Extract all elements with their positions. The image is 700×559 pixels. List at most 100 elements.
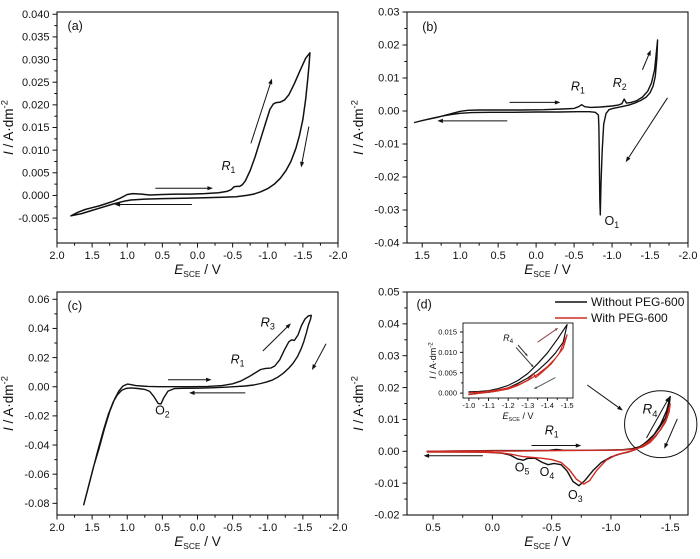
svg-text:(c): (c) [68,299,83,313]
svg-text:0.01: 0.01 [378,414,399,426]
svg-text:ESCE / V: ESCE / V [524,262,570,279]
svg-text:0.02: 0.02 [28,352,49,364]
svg-text:-1.0: -1.0 [258,522,277,534]
panel-c-chart: 2.0 1.5 1.0 0.5 0.0 -0.5 -1.0 -1.5 -2.0 -0.08 -0.0… [0,291,348,551]
svg-text:-0.5: -0.5 [223,522,242,534]
svg-text:-1.0: -1.0 [603,250,622,262]
svg-text:0.000: 0.000 [22,190,50,202]
svg-text:-1.5: -1.5 [293,250,312,262]
svg-text:1.0: 1.0 [120,522,135,534]
svg-text:R1: R1 [545,424,559,440]
svg-text:-1.5: -1.5 [561,401,574,410]
svg-text:0.030: 0.030 [22,54,50,66]
svg-text:I / A·dm-2: I / A·dm-2 [350,376,366,431]
svg-text:0.04: 0.04 [28,323,49,335]
svg-text:1.5: 1.5 [84,522,99,534]
svg-text:I / A·dm-2: I / A·dm-2 [350,100,366,155]
svg-text:With PEG-600: With PEG-600 [591,311,668,325]
svg-text:-2.0: -2.0 [329,522,348,534]
svg-text:2.0: 2.0 [49,250,64,262]
svg-text:-0.5: -0.5 [223,250,242,262]
svg-text:0.03: 0.03 [378,7,399,19]
svg-text:-1.5: -1.5 [661,522,680,534]
svg-text:0.06: 0.06 [28,294,49,306]
svg-text:0.00: 0.00 [378,106,399,118]
svg-text:0.035: 0.035 [22,32,50,44]
svg-text:-0.5: -0.5 [565,250,584,262]
svg-text:Without PEG-600: Without PEG-600 [591,295,685,309]
svg-text:R1: R1 [231,352,245,368]
svg-text:-0.01: -0.01 [374,139,399,151]
svg-text:R2: R2 [613,76,627,92]
svg-text:0.020: 0.020 [22,100,50,112]
svg-text:-1.0: -1.0 [258,250,277,262]
svg-text:-0.02: -0.02 [374,510,399,522]
svg-text:1.0: 1.0 [453,250,468,262]
svg-text:O5: O5 [515,460,530,476]
svg-text:I / A·dm-2: I / A·dm-2 [427,342,438,379]
svg-text:-0.04: -0.04 [24,440,49,452]
svg-text:-1.0: -1.0 [462,401,475,410]
svg-text:-0.08: -0.08 [24,498,49,510]
svg-text:R1: R1 [571,80,585,96]
svg-text:-0.03: -0.03 [374,205,399,217]
svg-text:0.025: 0.025 [22,77,50,89]
svg-text:-0.005: -0.005 [18,213,49,225]
svg-text:0.01: 0.01 [378,73,399,85]
svg-text:-2.0: -2.0 [329,250,348,262]
svg-text:0.02: 0.02 [378,40,399,52]
svg-text:(b): (b) [422,20,437,34]
svg-text:0.005: 0.005 [22,168,50,180]
svg-text:-0.02: -0.02 [374,172,399,184]
svg-text:0.010: 0.010 [438,348,457,357]
svg-text:-1.5: -1.5 [641,250,660,262]
svg-text:0.010: 0.010 [22,145,50,157]
svg-text:O4: O4 [540,465,555,481]
svg-text:1.5: 1.5 [415,250,430,262]
svg-text:R4: R4 [503,333,514,345]
svg-text:(d): (d) [416,298,431,312]
svg-text:-0.5: -0.5 [542,522,561,534]
svg-text:O1: O1 [604,214,619,230]
svg-text:1.5: 1.5 [84,250,99,262]
svg-text:R1: R1 [221,159,235,175]
svg-text:1.0: 1.0 [120,250,135,262]
svg-text:0.5: 0.5 [490,250,505,262]
svg-text:O2: O2 [155,403,170,419]
svg-text:0.000: 0.000 [438,389,457,398]
svg-text:-1.0: -1.0 [601,522,620,534]
svg-text:-0.01: -0.01 [374,478,399,490]
panel-d-chart: 0.5 0.0 -0.5 -1.0 -1.5 -0.02 -0.01 0.00 0.01 0.02… [350,287,698,551]
svg-text:0.0: 0.0 [190,522,205,534]
svg-text:R3: R3 [261,314,275,331]
panel-b-chart: 1.5 1.0 0.5 0.0 -0.5 -1.0 -1.5 -2.0 -0.04 -0.03 -0… [350,7,697,279]
svg-text:0.03: 0.03 [378,350,399,362]
svg-text:0.5: 0.5 [155,250,170,262]
svg-text:0.0: 0.0 [528,250,543,262]
svg-text:2.0: 2.0 [49,522,64,534]
svg-text:0.04: 0.04 [378,319,399,331]
svg-text:-1.2: -1.2 [502,401,515,410]
svg-text:-1.5: -1.5 [293,522,312,534]
svg-text:0.00: 0.00 [28,381,49,393]
panel-a-chart: 2.0 1.5 1.0 0.5 0.0 -0.5 -1.0 -1.5 -2.0 -0.005 0.0… [0,9,348,279]
svg-text:0.0: 0.0 [485,522,500,534]
svg-text:ESCE / V: ESCE / V [174,262,220,279]
svg-text:0.00: 0.00 [378,446,399,458]
svg-text:0.5: 0.5 [155,522,170,534]
svg-text:-1.1: -1.1 [482,401,495,410]
svg-text:ESCE / V: ESCE / V [502,411,533,423]
svg-text:-1.4: -1.4 [541,401,554,410]
svg-text:R4: R4 [643,402,658,420]
svg-text:0.040: 0.040 [22,9,50,21]
svg-text:0.005: 0.005 [438,368,457,377]
svg-text:-0.04: -0.04 [374,238,399,250]
svg-text:-0.02: -0.02 [24,411,49,423]
svg-text:0.02: 0.02 [378,382,399,394]
svg-text:(a): (a) [68,19,83,33]
svg-text:ESCE / V: ESCE / V [174,534,220,551]
svg-text:ESCE / V: ESCE / V [524,534,570,551]
svg-text:-1.3: -1.3 [521,401,534,410]
svg-text:I / A·dm-2: I / A·dm-2 [0,100,16,155]
